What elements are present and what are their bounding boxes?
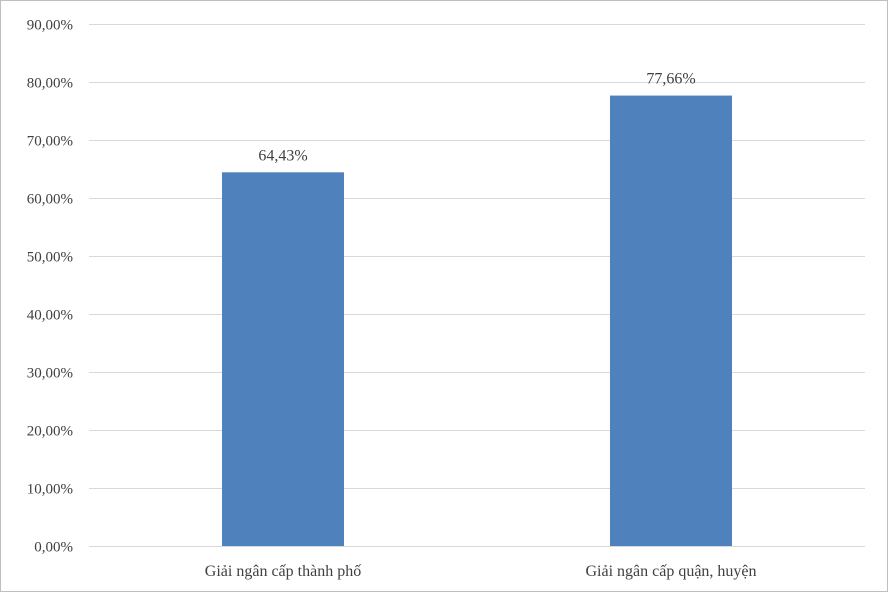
y-tick-label: 80,00% [27,76,73,92]
x-category-label: Giải ngân cấp quận, huyện [585,563,756,580]
y-tick-label: 10,00% [27,482,73,498]
y-tick-label: 40,00% [27,308,73,324]
y-tick-label: 30,00% [27,366,73,382]
y-tick-label: 60,00% [27,192,73,208]
bar [610,95,732,547]
data-label: 77,66% [646,71,695,88]
y-tick-label: 90,00% [27,18,73,34]
y-tick-label: 50,00% [27,250,73,266]
data-label: 64,43% [258,147,307,164]
bar [222,172,344,546]
x-category-label: Giải ngân cấp thành phố [205,563,361,580]
y-tick-label: 70,00% [27,134,73,150]
y-tick-label: 20,00% [27,424,73,440]
y-tick-label: 0,00% [34,540,73,556]
